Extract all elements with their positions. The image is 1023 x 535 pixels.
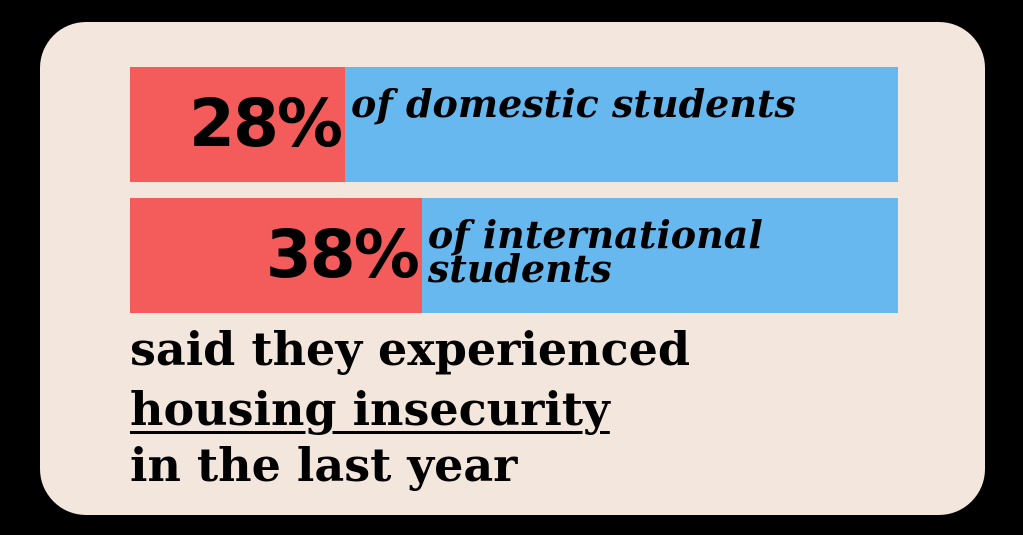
caption-line: said they experienced — [130, 322, 691, 376]
caption-line: housing insecurity — [130, 382, 610, 436]
value-label: 28% — [189, 85, 343, 162]
caption-line: in the last year — [130, 438, 518, 492]
category-label: of international students — [427, 212, 763, 291]
category-label: of domestic students — [351, 81, 796, 126]
value-label: 38% — [265, 216, 420, 293]
bar — [130, 198, 422, 313]
bar — [130, 67, 346, 182]
